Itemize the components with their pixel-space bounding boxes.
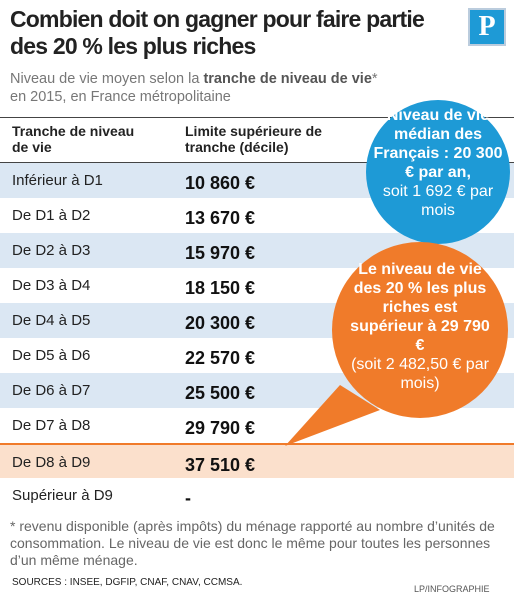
bubble-detail: soit 1 692 € par mois: [382, 183, 494, 219]
subtitle-text: * en 2015, en France métropolitaine: [10, 71, 378, 105]
table-row: Supérieur à D9 -: [0, 478, 514, 513]
bubble-detail: (soit 2 482,50 € par mois): [351, 356, 489, 392]
credit: LP/INFOGRAPHIE: [414, 584, 490, 594]
bracket: De D7 à D8: [12, 417, 91, 434]
bracket: De D2 à D3: [12, 242, 91, 259]
bubble-main: Niveau de vie médian des Français : 20 3…: [373, 107, 503, 181]
table-row: De D8 à D9 37 510 €: [0, 443, 514, 480]
bracket: De D5 à D6: [12, 347, 91, 364]
bracket: De D3 à D4: [12, 277, 91, 294]
threshold: 18 150 €: [185, 278, 256, 298]
title: Combien doit on gagner pour faire partie…: [10, 6, 425, 59]
subtitle-text: Niveau de vie moyen selon la: [10, 71, 204, 87]
threshold: 37 510 €: [185, 455, 256, 475]
logo: P: [468, 8, 506, 46]
bubble-shape: [366, 100, 510, 244]
subtitle: Niveau de vie moyen selon la tranche de …: [10, 70, 380, 106]
bracket: Supérieur à D9: [12, 487, 113, 504]
threshold: 22 570 €: [185, 348, 256, 368]
bubble-shape: [332, 242, 508, 418]
bracket: De D1 à D2: [12, 207, 91, 224]
rich-bubble: Le niveau de vie des 20 % les plus riche…: [345, 260, 495, 393]
median-bubble: Niveau de vie médian des Français : 20 3…: [368, 106, 508, 220]
bracket: De D8 à D9: [12, 454, 91, 471]
bracket: Inférieur à D1: [12, 172, 103, 189]
table-header: Tranche de niveau de vie Limite supérieu…: [0, 117, 514, 163]
bubble-tail: [285, 385, 380, 446]
subtitle-bold: tranche de niveau de vie: [203, 71, 372, 87]
bracket: De D6 à D7: [12, 382, 91, 399]
threshold: 10 860 €: [185, 173, 256, 193]
threshold: 13 670 €: [185, 208, 256, 228]
bracket: De D4 à D5: [12, 312, 91, 329]
threshold: -: [185, 488, 191, 508]
bubble-main: Le niveau de vie des 20 % les plus riche…: [350, 261, 490, 354]
column-header: Limite supérieure de tranche (décile): [185, 123, 322, 155]
column-header: Tranche de niveau de vie: [12, 123, 135, 155]
sources: SOURCES : INSEE, DGFIP, CNAF, CNAV, CCMS…: [12, 577, 243, 588]
footnote: * revenu disponible (après impôts) du mé…: [10, 518, 495, 568]
threshold: 29 790 €: [185, 418, 256, 438]
threshold: 20 300 €: [185, 313, 256, 333]
threshold: 25 500 €: [185, 383, 256, 403]
threshold: 15 970 €: [185, 243, 256, 263]
